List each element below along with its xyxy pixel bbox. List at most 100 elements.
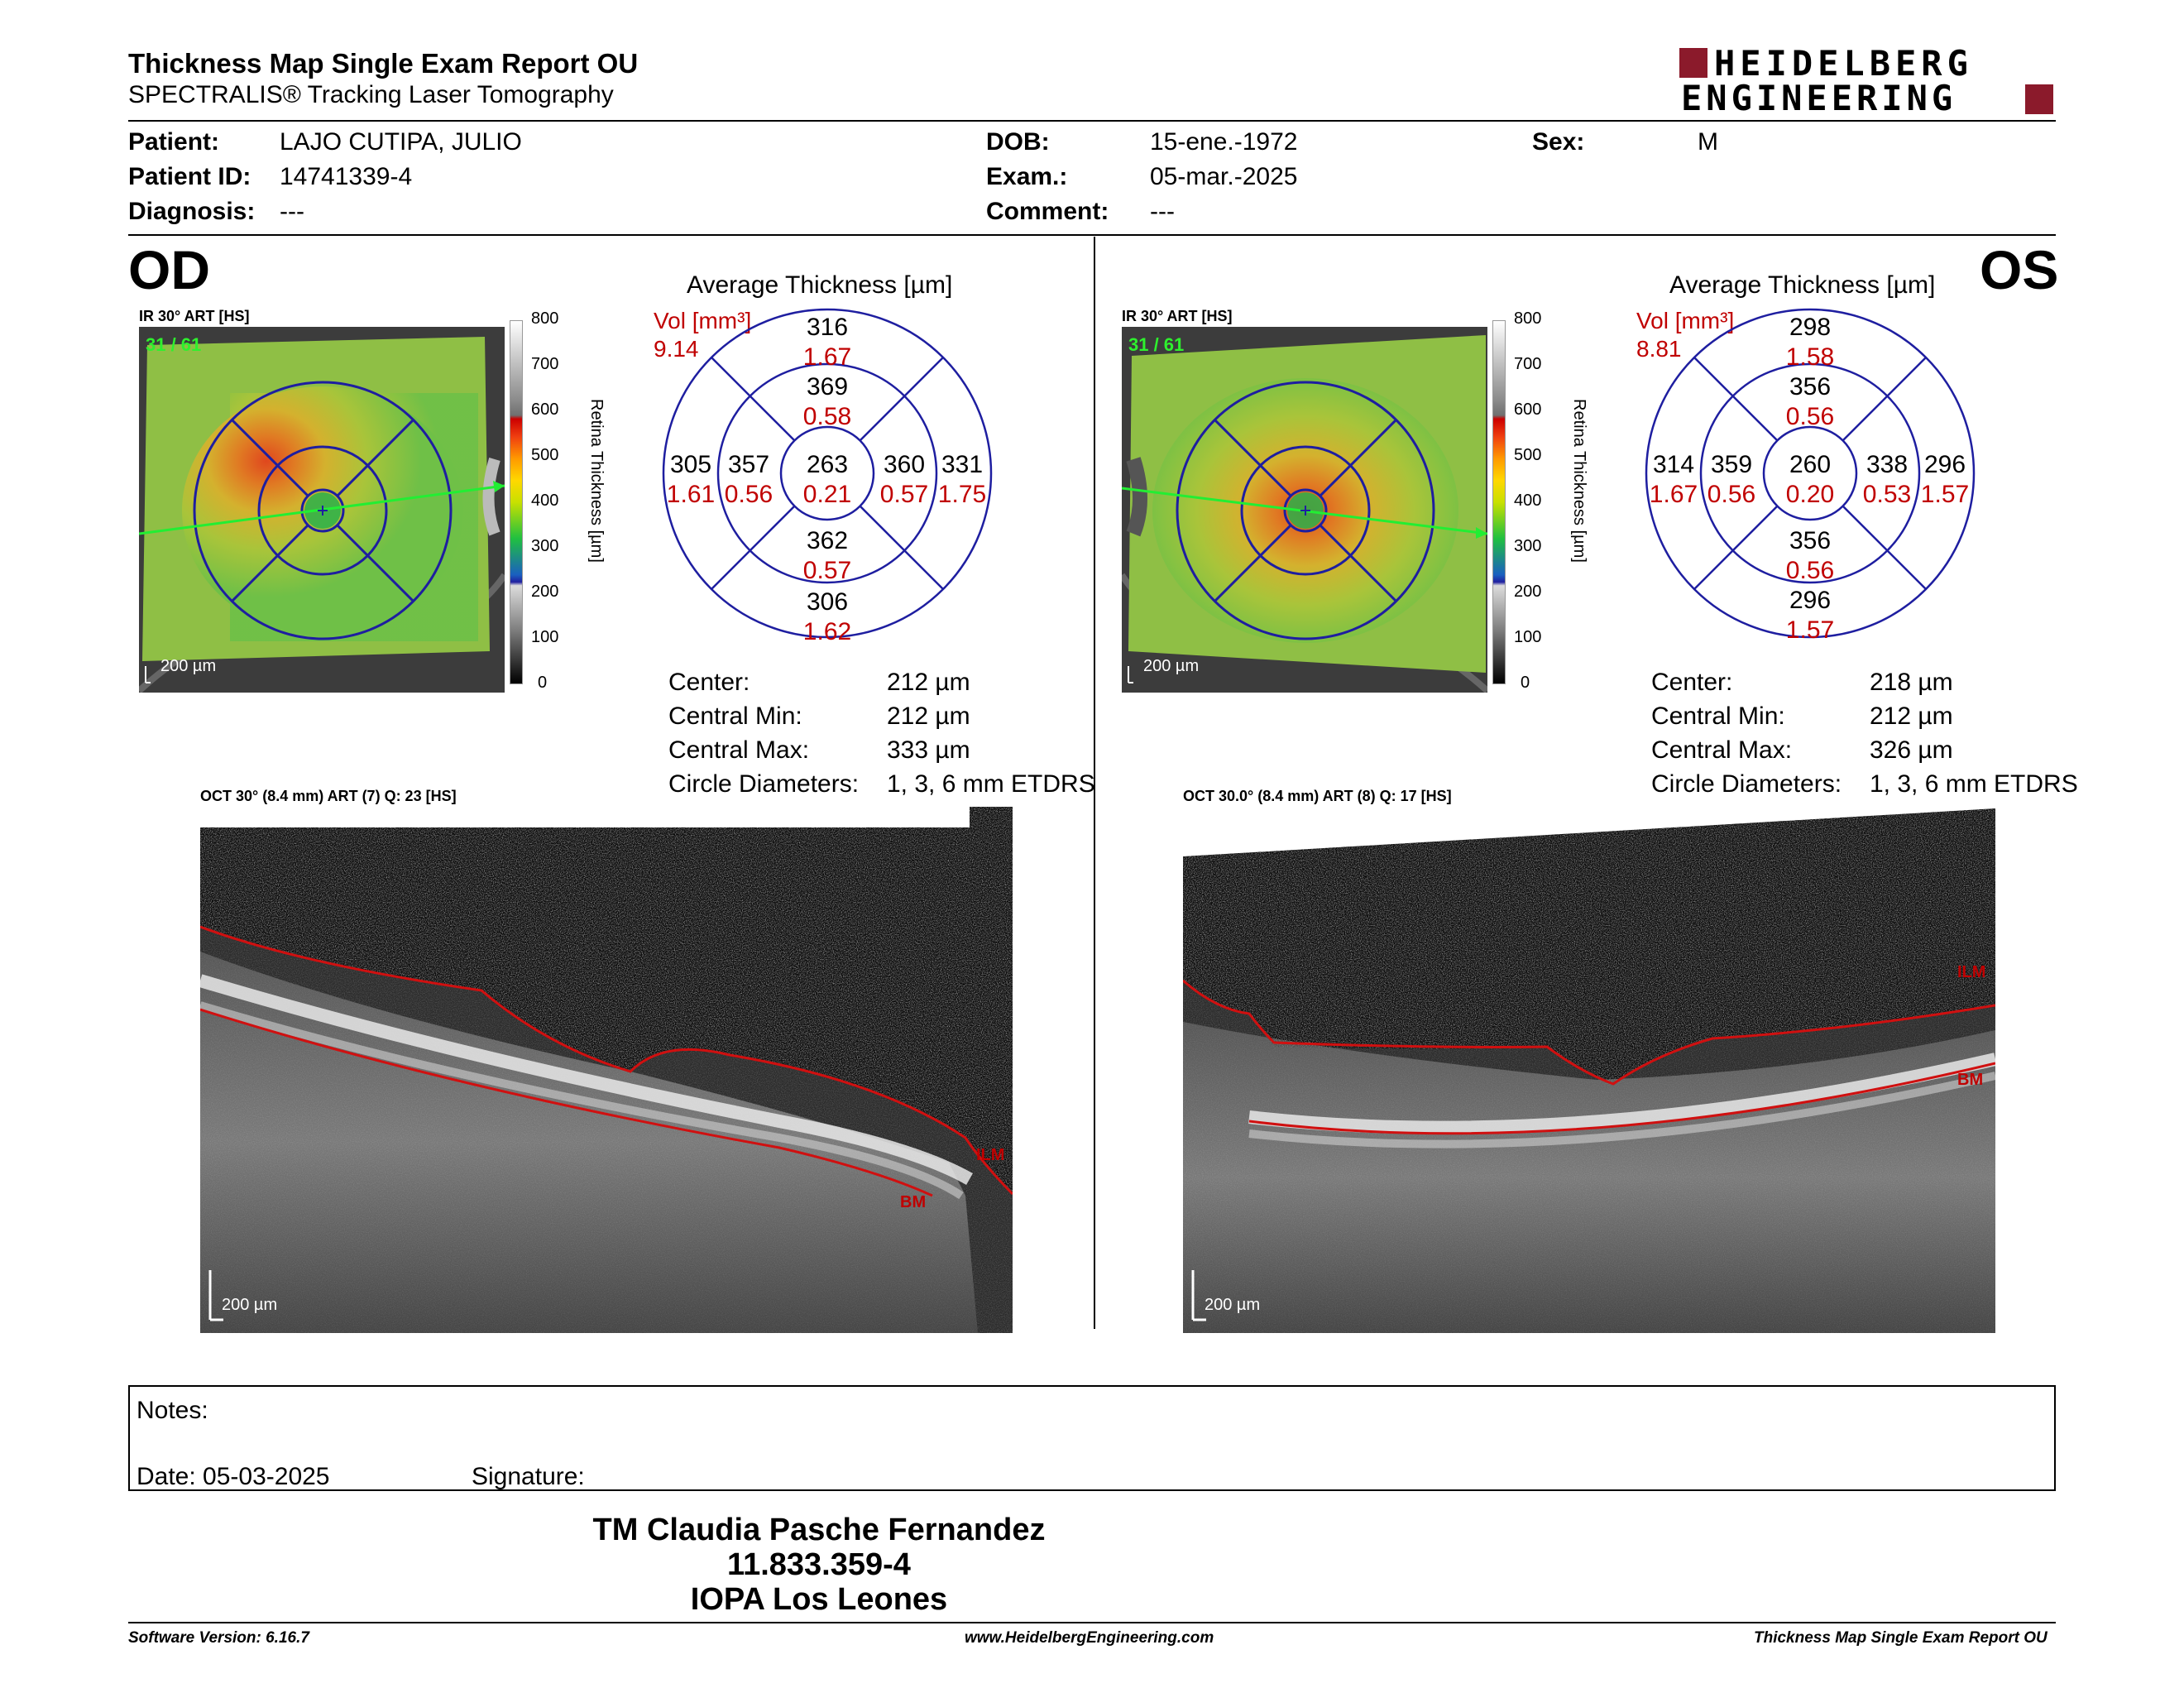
od-ilm-label: ILM	[976, 1146, 1005, 1164]
eye-divider	[1094, 237, 1095, 1329]
os-tick: 600	[1514, 400, 1542, 419]
od-scale-title: Retina Thickness [µm]	[587, 399, 606, 563]
patient-label: Patient:	[128, 128, 220, 156]
od-inner-superior: 369 0.58	[778, 372, 877, 432]
od-diam-value: 1, 3, 6 mm ETDRS	[887, 770, 1095, 798]
od-min-label: Central Min:	[668, 703, 802, 730]
od-tick: 700	[531, 355, 559, 373]
os-tick: 700	[1514, 355, 1542, 373]
od-oct-scale: 200 µm	[222, 1296, 278, 1314]
os-tick: 0	[1521, 674, 1530, 692]
od-volume: 1.62	[802, 618, 852, 645]
notes-box[interactable]: Notes: Date: 05-03-2025 Signature:	[128, 1385, 2056, 1491]
exam-label: Exam.:	[986, 163, 1068, 190]
os-thickness: 260	[1789, 451, 1832, 478]
od-max-label: Central Max:	[668, 736, 810, 764]
od-tick: 800	[531, 309, 559, 328]
od-thickness: 369	[806, 373, 849, 400]
od-center-label: Center:	[668, 669, 750, 696]
os-oct-scan	[1183, 807, 1995, 1333]
od-diam-label: Circle Diameters:	[668, 770, 860, 798]
os-eye-label: OS	[1980, 239, 2059, 300]
exam-value: 05-mar.-2025	[1150, 163, 1298, 190]
od-min-value: 212 µm	[887, 703, 970, 730]
od-thickness: 357	[727, 451, 770, 478]
os-thickness: 356	[1789, 373, 1832, 400]
os-scale-title: Retina Thickness [µm]	[1570, 399, 1588, 563]
od-thickness: 306	[806, 588, 849, 616]
os-min-value: 212 µm	[1870, 703, 1953, 730]
os-diam-value: 1, 3, 6 mm ETDRS	[1870, 770, 2078, 798]
comment-label: Comment:	[986, 198, 1109, 225]
os-thickness: 298	[1789, 314, 1832, 341]
notes-label: Notes:	[136, 1397, 208, 1424]
diagnosis-value: ---	[280, 198, 304, 225]
od-inner-left: 357 0.56	[716, 450, 782, 510]
os-outer-right: 296 1.57	[1912, 450, 1978, 510]
footer-report-name: Thickness Map Single Exam Report OU	[1754, 1629, 2048, 1647]
od-color-scale	[510, 320, 523, 684]
comment-value: ---	[1150, 198, 1175, 225]
os-diam-label: Circle Diameters:	[1651, 770, 1842, 798]
footer-website[interactable]: www.HeidelbergEngineering.com	[965, 1629, 1214, 1647]
os-center-value: 218 µm	[1870, 669, 1953, 696]
logo-square-top	[1679, 48, 1707, 78]
os-volume: 1.58	[1785, 343, 1835, 371]
od-thickness: 263	[806, 451, 849, 478]
os-thickness: 356	[1789, 527, 1832, 554]
patient-id-label: Patient ID:	[128, 163, 251, 190]
signature-label: Signature:	[472, 1463, 585, 1490]
diagnosis-label: Diagnosis:	[128, 198, 256, 225]
logo-square-bottom	[2025, 84, 2053, 114]
os-volume: 0.56	[1785, 403, 1835, 430]
os-inner-left: 359 0.56	[1698, 450, 1765, 510]
os-avg-title: Average Thickness [µm]	[1669, 271, 1936, 299]
signatory-block: TM Claudia Pasche Fernandez 11.833.359-4…	[0, 1513, 2184, 1617]
od-tick: 300	[531, 537, 559, 555]
os-thickness: 296	[1789, 587, 1832, 614]
od-etdrs-grid	[662, 308, 993, 639]
report-title: Thickness Map Single Exam Report OU	[128, 48, 639, 79]
os-tick: 100	[1514, 628, 1542, 646]
od-volume: 0.56	[724, 481, 774, 508]
logo-line2: ENGINEERING	[1681, 78, 1957, 118]
od-slice-indicator: 31 / 61	[146, 334, 202, 355]
od-thickness: 305	[669, 451, 712, 478]
od-volume: 0.21	[802, 481, 852, 508]
patient-name: LAJO CUTIPA, JULIO	[280, 128, 522, 156]
os-volume: 0.56	[1707, 481, 1756, 508]
os-volume: 1.57	[1785, 616, 1835, 644]
od-ir-label: IR 30° ART [HS]	[139, 308, 250, 324]
os-thickness: 338	[1866, 451, 1909, 478]
od-oct-scan	[200, 807, 1013, 1333]
os-volume: 0.56	[1785, 557, 1835, 584]
os-thickness: 359	[1710, 451, 1753, 478]
os-slice-indicator: 31 / 61	[1128, 334, 1185, 355]
logo-line1: HEIDELBERG	[1714, 43, 1973, 84]
footer-divider	[128, 1622, 2056, 1623]
os-inner-superior: 356 0.56	[1760, 372, 1860, 432]
os-tick: 200	[1514, 583, 1542, 601]
od-center-value: 212 µm	[887, 669, 970, 696]
od-scale-bar: 200 µm	[160, 657, 217, 675]
os-volume: 0.20	[1785, 481, 1835, 508]
signatory-name: TM Claudia Pasche Fernandez	[592, 1513, 1046, 1547]
od-eye-label: OD	[128, 239, 210, 300]
dob-label: DOB:	[986, 128, 1050, 156]
od-thickness-map	[139, 327, 505, 693]
os-oct-scale: 200 µm	[1205, 1296, 1261, 1314]
os-tick: 800	[1514, 309, 1542, 328]
os-oct-label: OCT 30.0° (8.4 mm) ART (8) Q: 17 [HS]	[1183, 788, 1452, 804]
od-volume: 1.75	[937, 481, 987, 508]
os-max-value: 326 µm	[1870, 736, 1953, 764]
report-subtitle: SPECTRALIS® Tracking Laser Tomography	[128, 81, 614, 108]
od-vol-label: Vol [mm³]	[654, 308, 752, 333]
sex-label: Sex:	[1532, 128, 1585, 156]
od-inner-inferior: 362 0.57	[778, 526, 877, 586]
os-bm-label: BM	[1957, 1071, 1984, 1089]
os-outer-superior: 298 1.58	[1760, 313, 1860, 372]
od-tick: 600	[531, 400, 559, 419]
signatory-institution: IOPA Los Leones	[690, 1582, 948, 1617]
od-volume: 0.57	[802, 557, 852, 584]
os-vol-value: 8.81	[1636, 336, 1682, 362]
